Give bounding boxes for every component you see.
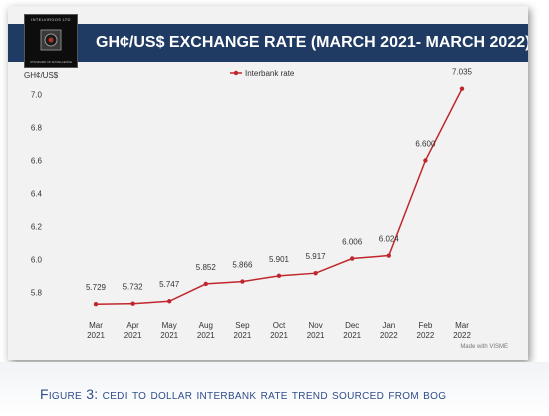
x-tick-month: Nov [308,321,322,330]
y-axis-label: GH¢/US$ [24,71,59,80]
x-tick-month: Feb [419,321,433,330]
x-tick-year: 2022 [380,331,398,340]
x-tick-year: 2021 [197,331,215,340]
data-point [313,270,318,276]
data-label: 6.006 [342,238,363,247]
y-tick-label: 6.6 [31,157,43,166]
data-label: 5.852 [196,263,217,272]
data-label: 5.917 [306,252,327,261]
x-tick-month: Oct [273,321,286,330]
company-logo: INTELVIRGOS LTD STANDARD OF EXCELLENCE [24,14,78,68]
x-tick-month: Mar [455,321,469,330]
x-tick-year: 2021 [234,331,252,340]
x-tick-year: 2021 [307,331,325,340]
x-tick-year: 2021 [343,331,361,340]
x-tick-year: 2022 [417,331,435,340]
x-tick-month: Dec [345,321,359,330]
data-label: 5.729 [86,283,107,292]
x-tick-year: 2021 [124,331,142,340]
chart-title: GH¢/US$ EXCHANGE RATE (MARCH 2021- MARCH… [96,34,528,51]
data-point [350,256,355,261]
x-tick-month: Jan [382,321,395,330]
data-label: 5.732 [123,283,144,292]
x-tick-month: May [162,321,177,330]
y-tick-label: 6.8 [31,124,43,133]
data-point [93,302,99,307]
data-point [276,273,282,279]
x-tick-year: 2021 [87,331,105,340]
y-tick-label: 5.8 [31,289,43,298]
x-tick-year: 2021 [160,331,178,340]
data-point [167,299,172,304]
x-tick-month: Aug [199,321,213,330]
line-chart: GH¢/US$ 5.8 6.0 6.2 6.4 6.6 6.8 7.0 Interbank ra… [24,68,473,340]
data-point [130,301,135,306]
logo-top-text: INTELVIRGOS LTD [31,17,71,22]
background-strip [0,362,549,416]
series-line-interbank-rate [95,88,463,305]
data-label: 5.866 [232,261,253,270]
data-point [240,279,245,284]
data-point [203,281,208,287]
title-banner [8,24,528,62]
y-tick-label: 6.4 [31,190,43,199]
y-tick-label: 6.2 [31,223,43,232]
x-tick-month: Mar [89,321,103,330]
legend-swatch-marker [233,70,239,76]
legend-label: Interbank rate [245,69,295,78]
x-tick-month: Apr [126,321,139,330]
data-point [459,86,465,91]
figure-caption: Figure 3: cedi to dollar interbank rate … [40,386,447,402]
x-tick-month: Sep [235,321,250,330]
data-label: 7.035 [452,68,473,77]
data-label: 6.600 [415,140,436,149]
y-tick-label: 6.0 [31,256,43,265]
x-tick-year: 2021 [270,331,288,340]
chart-card: INTELVIRGOS LTD STANDARD OF EXCELLENCE G… [8,6,528,360]
made-with-note: Made with VISME [460,344,508,350]
data-label: 5.901 [269,255,290,264]
data-label: 6.024 [379,235,400,244]
data-point [423,158,428,163]
x-tick-year: 2022 [453,331,471,340]
data-point [386,253,391,258]
data-label: 5.747 [159,280,180,289]
y-tick-label: 7.0 [31,91,43,100]
logo-bottom-text: STANDARD OF EXCELLENCE [30,60,72,64]
logo-emblem-icon [40,29,62,51]
